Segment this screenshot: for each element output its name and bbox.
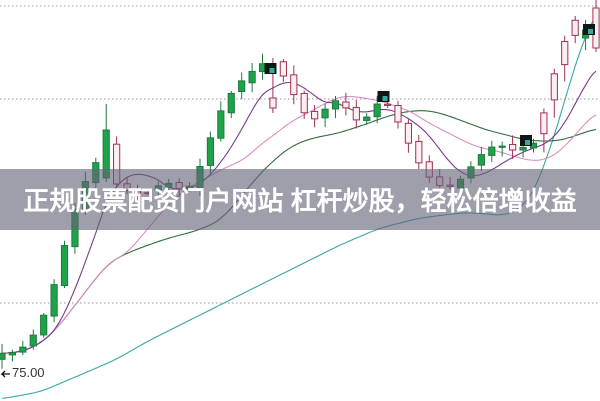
svg-text:75.00: 75.00 <box>12 365 45 380</box>
